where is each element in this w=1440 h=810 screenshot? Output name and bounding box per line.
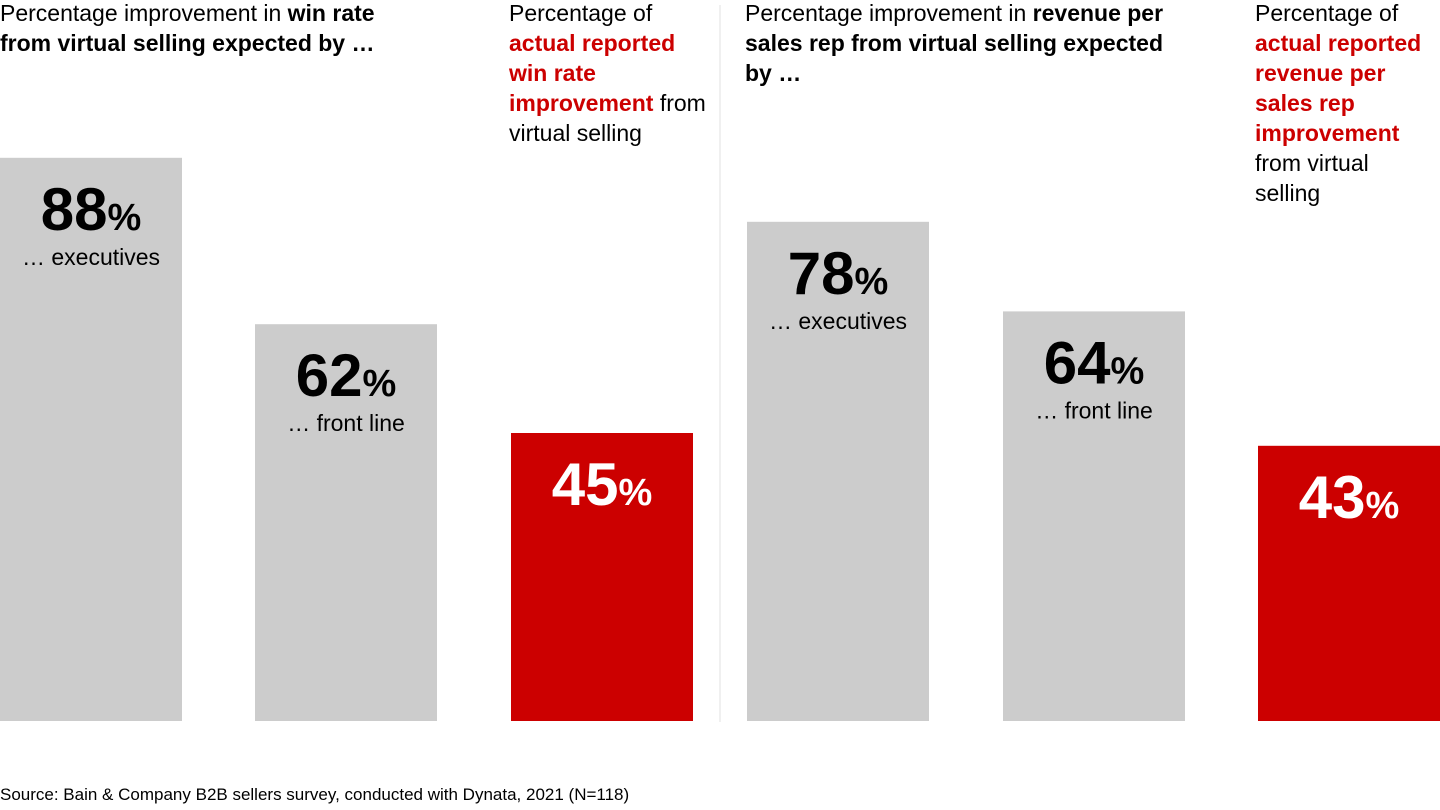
text-part: from virtual selling expected by …	[0, 30, 375, 56]
bar	[511, 433, 693, 721]
text-part: Percentage improvement in	[0, 0, 288, 26]
value-unit: %	[854, 261, 888, 303]
bar	[0, 157, 182, 722]
bar	[1003, 311, 1185, 721]
value-unit: %	[362, 363, 396, 405]
text-part: Percentage of	[1255, 0, 1399, 26]
value-unit: %	[1365, 485, 1399, 527]
category-label: … executives	[769, 308, 907, 334]
value-label: 45%	[552, 451, 653, 518]
value-label: 43%	[1299, 464, 1400, 531]
value-label: 88%	[41, 176, 142, 243]
text-part: from virtual selling	[509, 90, 706, 146]
panel-title: Percentage improvement in win rate from …	[0, 0, 420, 58]
value-unit: %	[1110, 350, 1144, 392]
value-unit: %	[618, 472, 652, 514]
value-label: 64%	[1044, 329, 1145, 396]
annotation: Percentage of actual reported win rate i…	[509, 0, 709, 148]
category-label: … front line	[1035, 397, 1153, 423]
text-part: actual reported win rate improvement	[509, 30, 676, 116]
text-part: Percentage improvement in	[745, 0, 1033, 26]
text-part: Percentage of	[509, 0, 653, 26]
value-number: 45	[552, 451, 619, 518]
value-label: 62%	[296, 342, 397, 409]
text-part: actual reported revenue per sales rep im…	[1255, 30, 1422, 146]
annotation: Percentage of actual reported revenue pe…	[1255, 0, 1440, 208]
category-label: … executives	[22, 244, 160, 270]
category-label: … front line	[287, 410, 405, 436]
value-number: 43	[1299, 464, 1366, 531]
value-label: 78%	[788, 240, 889, 307]
bar	[255, 324, 437, 721]
bar	[1258, 445, 1440, 721]
text-part: win rate	[287, 0, 375, 26]
bar	[747, 221, 929, 722]
source-note: Source: Bain & Company B2B sellers surve…	[0, 785, 630, 804]
text-part: revenue per sales rep from virtual selli…	[745, 0, 1164, 86]
panel-title: Percentage improvement in revenue per sa…	[745, 0, 1165, 88]
value-number: 78	[788, 240, 855, 307]
value-number: 62	[296, 342, 363, 409]
value-number: 88	[41, 176, 108, 243]
value-unit: %	[107, 197, 141, 239]
value-number: 64	[1044, 329, 1111, 396]
text-part: from virtual selling	[1255, 150, 1369, 206]
